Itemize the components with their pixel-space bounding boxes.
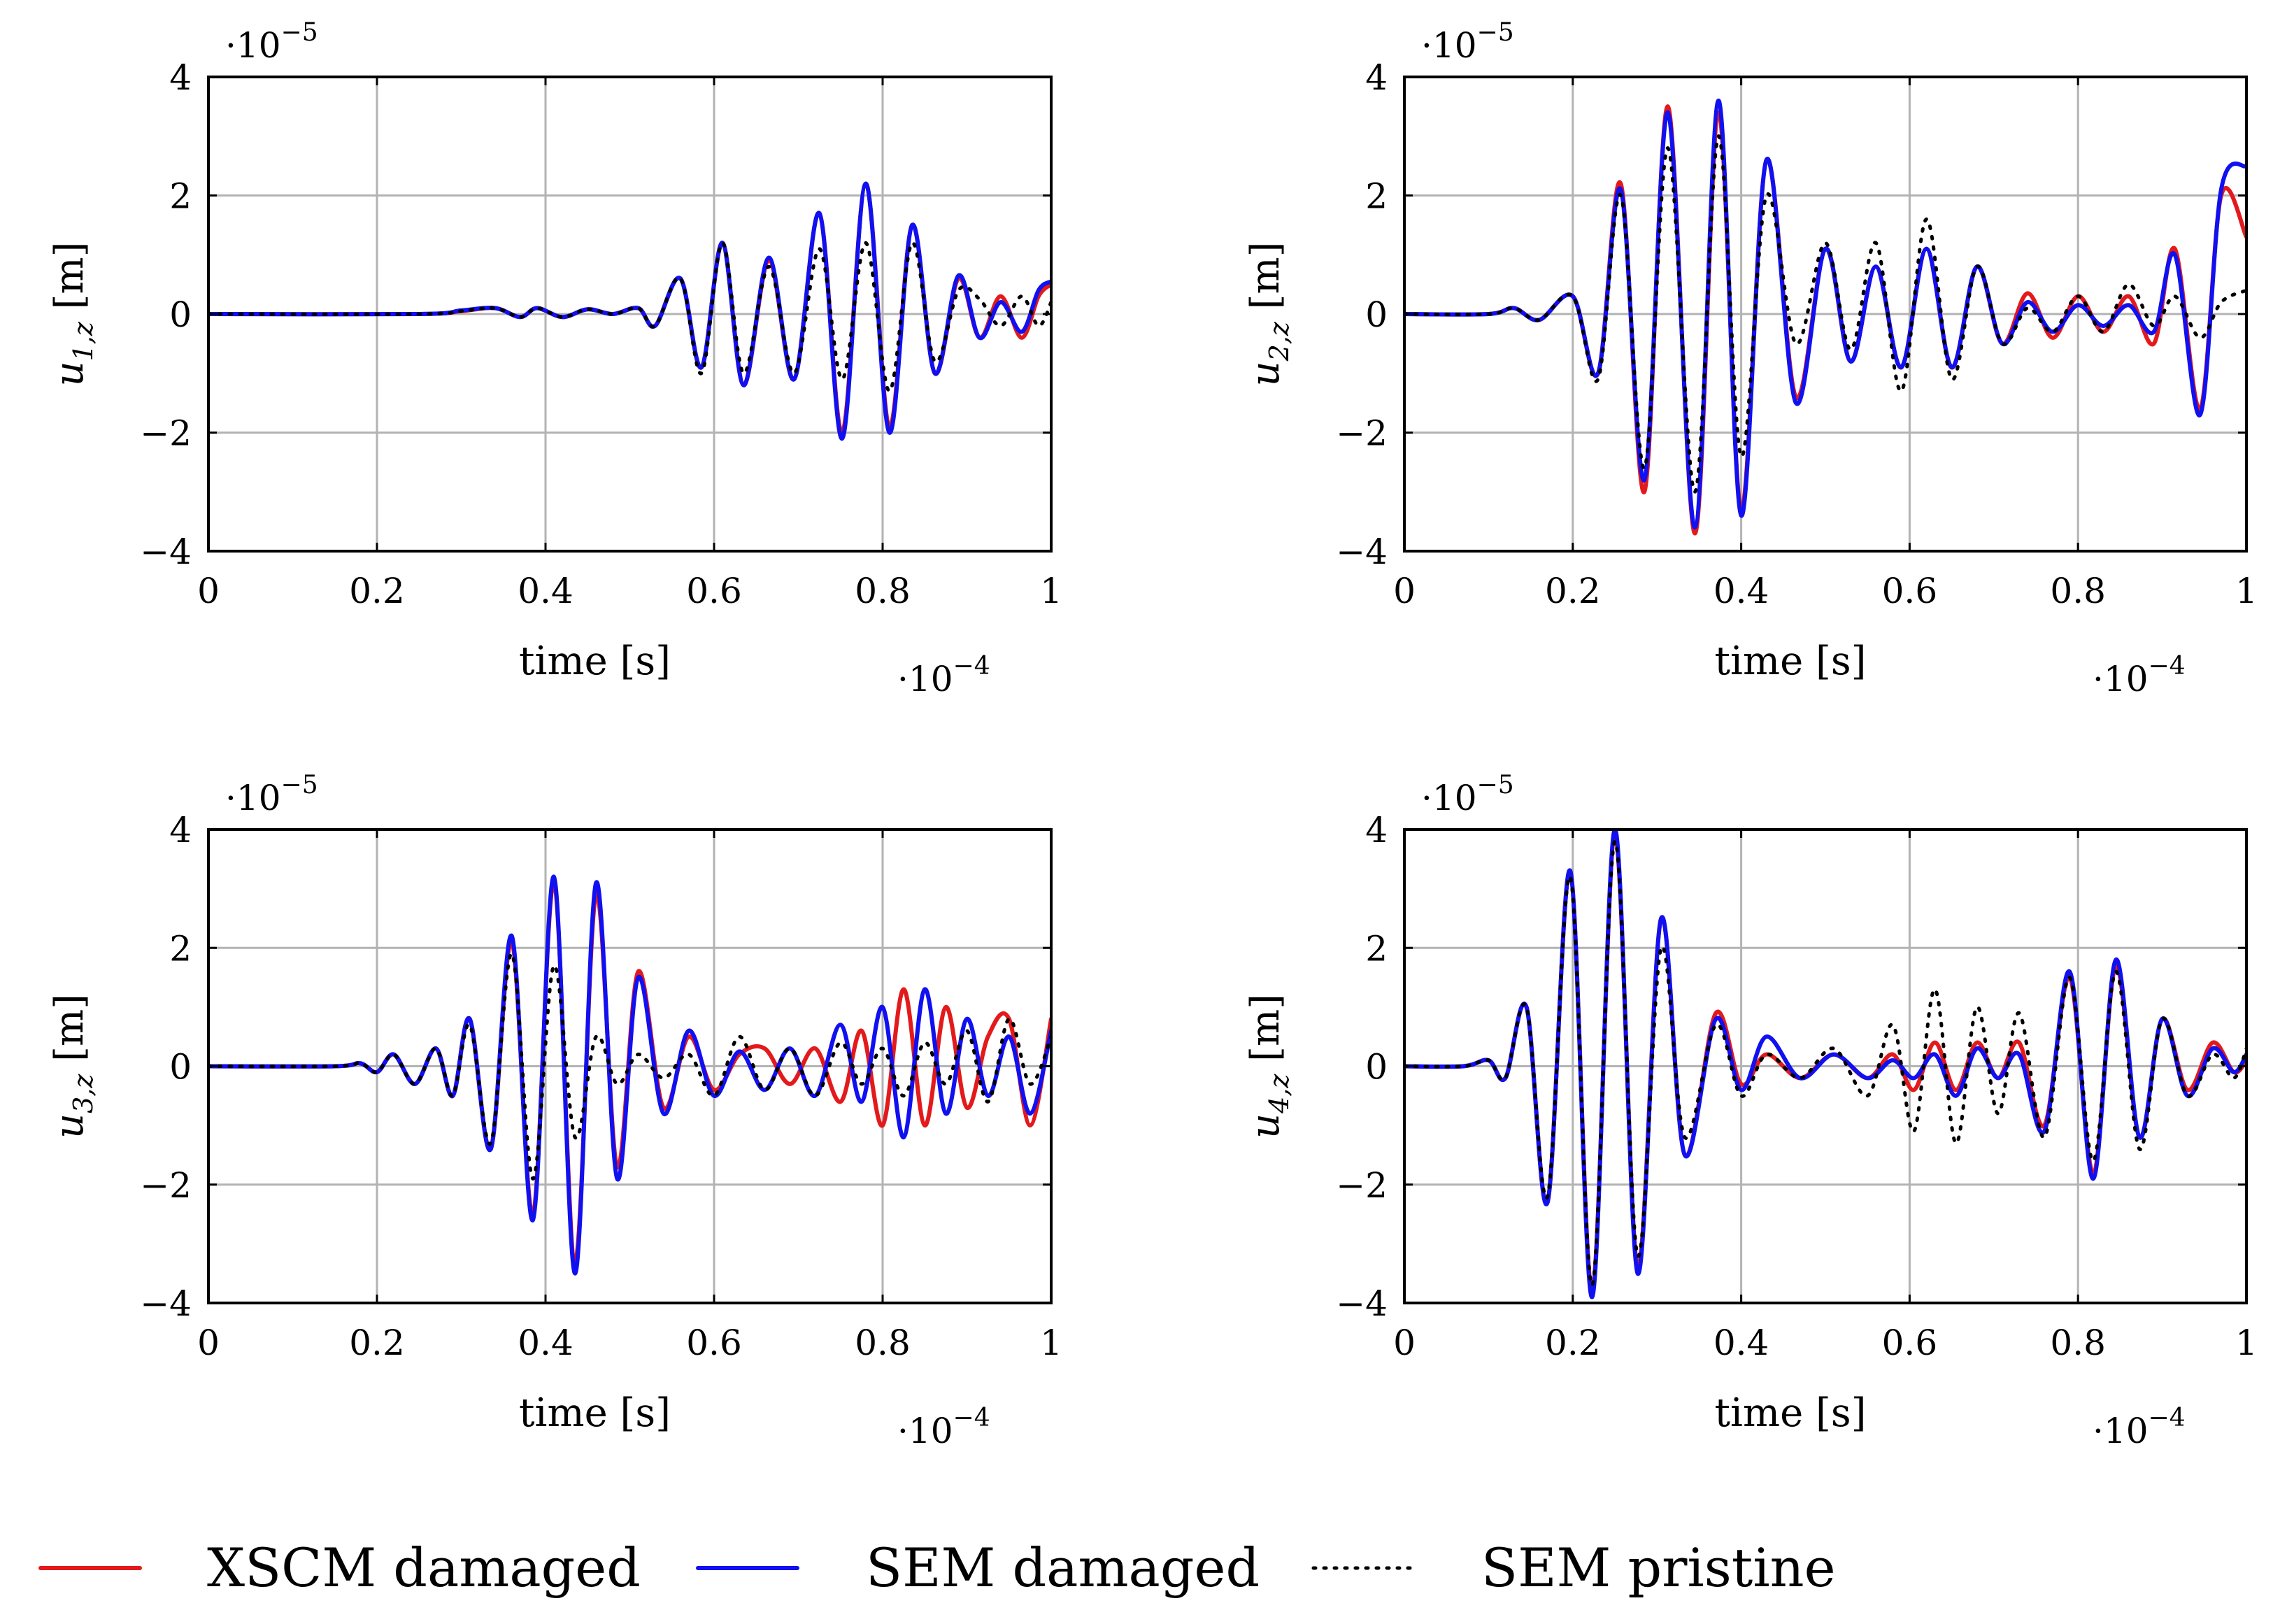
legend: XSCM damaged SEM damaged SEM pristine <box>38 1537 1836 1599</box>
legend-label: SEM pristine <box>1481 1537 1836 1599</box>
legend-label: SEM damaged <box>866 1537 1260 1599</box>
x-multiplier: ·10−4 <box>2093 1404 2186 1451</box>
chart-panel-u2: 0 0.2 0.4 0.6 0.8 1 −4 −2 0 2 4 ·10−5 ·10−4 time [s] u… <box>1243 18 2258 699</box>
x-tick-label: 0.8 <box>855 571 911 611</box>
x-tick-label: 0.2 <box>349 1323 405 1363</box>
series-line-sem-damaged <box>1404 98 2246 530</box>
series-line-sem-pristine <box>208 952 1051 1181</box>
y-tick-label: 2 <box>1365 928 1388 969</box>
y-multiplier: ·10−5 <box>225 18 318 66</box>
x-tick-label: 0.2 <box>1545 571 1601 611</box>
y-tick-label: 0 <box>169 1047 192 1088</box>
y-axis-label: u4,z [m] <box>1243 994 1295 1139</box>
x-tick-label: 0.8 <box>2050 1323 2106 1363</box>
chart-panel-u4: 0 0.2 0.4 0.6 0.8 1 −4 −2 0 2 4 ·10−5 ·10−4 time [s] u… <box>1243 771 2258 1451</box>
x-tick-label: 1 <box>1040 1323 1062 1363</box>
series-line-sem-damaged <box>208 874 1051 1276</box>
x-tick-label: 0.8 <box>855 1323 911 1363</box>
x-tick-label: 0.6 <box>686 1323 742 1363</box>
y-tick-label: −4 <box>140 1283 192 1324</box>
y-tick-label: −2 <box>1336 1165 1388 1206</box>
y-tick-label: −4 <box>1336 1283 1388 1324</box>
series-line-sem-pristine <box>1404 839 2246 1288</box>
y-axis-label: u1,z [m] <box>47 242 99 387</box>
chart-panel-u1: 0 0.2 0.4 0.6 0.8 1 −4 −2 0 2 4 ·10−5 ·10−4 time [s] u… <box>47 18 1062 699</box>
x-tick-label: 0 <box>197 571 220 611</box>
x-tick-label: 0.6 <box>686 571 742 611</box>
plot-area <box>1404 829 2246 1299</box>
x-tick-label: 0.6 <box>1882 1323 1938 1363</box>
x-tick-label: 0 <box>1393 1323 1416 1363</box>
y-tick-label: 2 <box>169 928 192 969</box>
y-tick-label: 4 <box>169 810 192 850</box>
y-multiplier: ·10−5 <box>1421 18 1514 66</box>
legend-item-sem-damaged: SEM damaged <box>696 1537 1260 1599</box>
y-tick-label: −2 <box>140 1165 192 1206</box>
x-tick-label: 1 <box>2235 571 2258 611</box>
y-tick-label: 4 <box>1365 810 1388 850</box>
series-line-sem-damaged <box>208 181 1051 441</box>
y-tick-label: −4 <box>140 532 192 572</box>
y-tick-label: 4 <box>169 57 192 98</box>
x-tick-label: 0.6 <box>1882 571 1938 611</box>
y-tick-label: −4 <box>1336 532 1388 572</box>
plot-area <box>1404 98 2246 536</box>
x-axis-label: time [s] <box>519 639 671 684</box>
x-tick-label: 0.8 <box>2050 571 2106 611</box>
x-tick-label: 0.2 <box>1545 1323 1601 1363</box>
y-tick-label: −2 <box>140 413 192 454</box>
x-tick-label: 0.4 <box>518 571 573 611</box>
series-line-sem-pristine <box>1404 134 2246 494</box>
chart-panel-u3: 0 0.2 0.4 0.6 0.8 1 −4 −2 0 2 4 ·10−5 ·10−4 time [s] u… <box>47 771 1062 1451</box>
x-tick-label: 0.2 <box>349 571 405 611</box>
plot-area <box>208 181 1051 441</box>
y-tick-label: 0 <box>1365 1047 1388 1088</box>
x-tick-label: 1 <box>2235 1323 2258 1363</box>
legend-item-sem-pristine: SEM pristine <box>1311 1537 1836 1599</box>
legend-item-xscm-damaged: XSCM damaged <box>38 1537 641 1599</box>
x-tick-label: 1 <box>1040 571 1062 611</box>
x-axis-label: time [s] <box>1715 639 1867 684</box>
y-tick-label: 4 <box>1365 57 1388 98</box>
y-tick-label: 0 <box>169 294 192 335</box>
y-multiplier: ·10−5 <box>1421 771 1514 818</box>
x-axis-label: time [s] <box>519 1390 671 1436</box>
x-tick-label: 0.4 <box>518 1323 573 1363</box>
y-axis-label: u3,z [m] <box>47 994 99 1139</box>
x-axis-label: time [s] <box>1715 1390 1867 1436</box>
y-tick-label: 0 <box>1365 294 1388 335</box>
x-multiplier: ·10−4 <box>897 652 990 699</box>
x-tick-label: 0 <box>1393 571 1416 611</box>
plot-area <box>208 874 1051 1276</box>
series-line-sem-pristine <box>208 241 1051 393</box>
y-tick-label: −2 <box>1336 413 1388 454</box>
x-multiplier: ·10−4 <box>2093 652 2186 699</box>
legend-label: XSCM damaged <box>207 1537 641 1599</box>
x-tick-label: 0.4 <box>1713 1323 1769 1363</box>
series-line-sem-damaged <box>1404 829 2246 1299</box>
x-tick-label: 0.4 <box>1713 571 1769 611</box>
x-tick-label: 0 <box>197 1323 220 1363</box>
y-tick-label: 2 <box>1365 176 1388 217</box>
x-multiplier: ·10−4 <box>897 1404 990 1451</box>
y-axis-label: u2,z [m] <box>1243 242 1295 387</box>
y-tick-label: 2 <box>169 176 192 217</box>
y-multiplier: ·10−5 <box>225 771 318 818</box>
